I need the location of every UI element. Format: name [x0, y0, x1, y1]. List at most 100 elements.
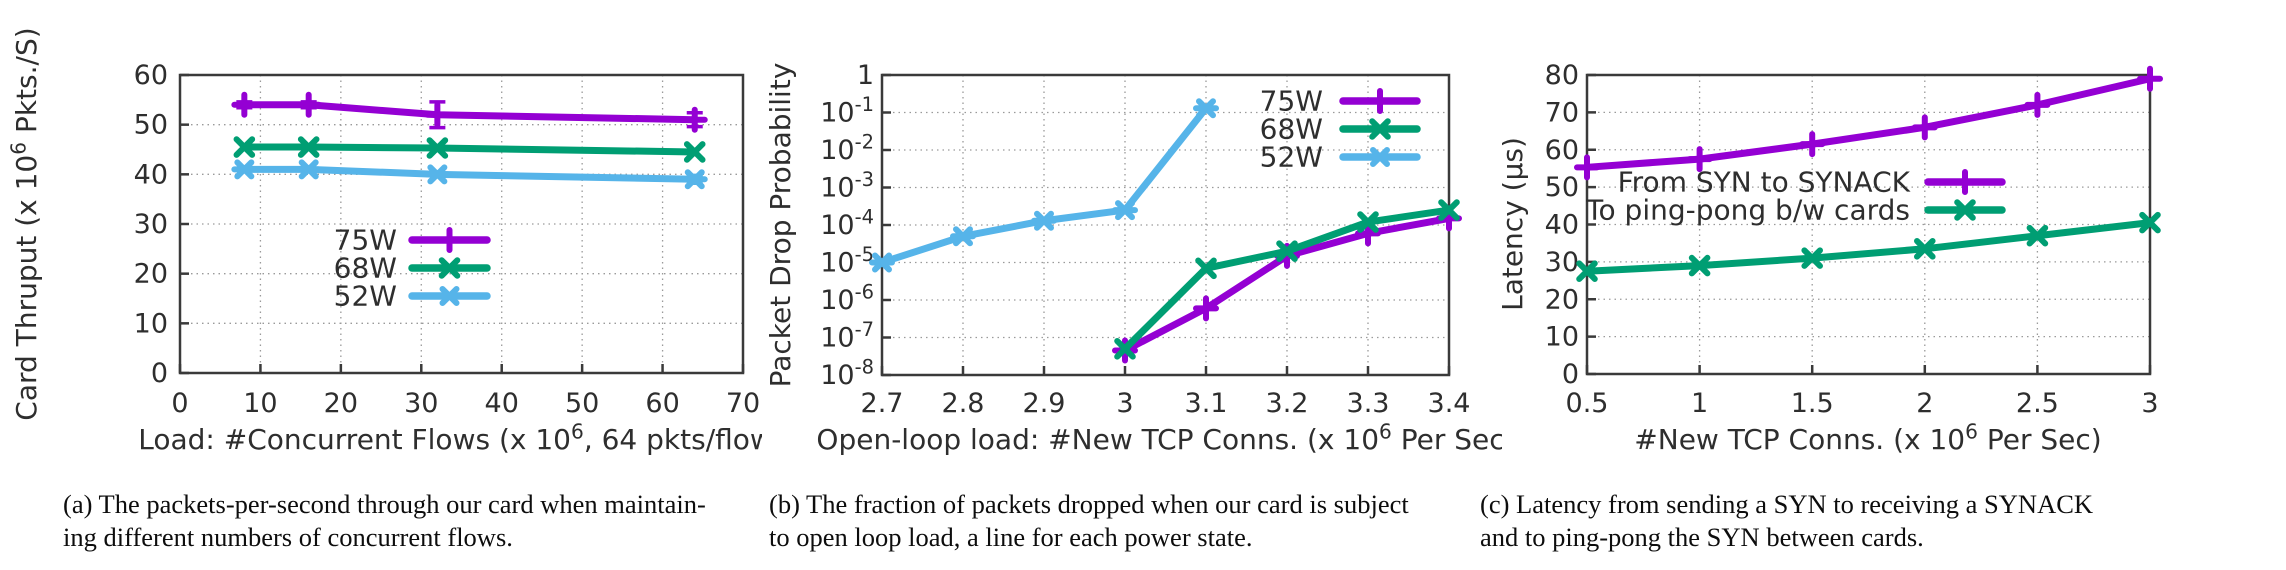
chart-b-canvas: 2.7 2.8 2.9 3 3.1 3.2 3.3 3.4110-110-210-310-41… [764, 60, 1502, 456]
marker-plus [231, 91, 258, 118]
x-tick-label: 3.2 [1266, 388, 1309, 419]
y-tick-label: 0 [1562, 359, 1579, 390]
x-axis-label: Open-loop load: #New TCP Conns. (x 106 P… [816, 419, 1502, 456]
marker-plus [1686, 146, 1713, 173]
marker-star [1193, 98, 1219, 119]
y-tick-label: 10-3 [820, 168, 874, 203]
y-tick-label: 80 [1545, 60, 1579, 91]
y-tick-label: 30 [1545, 247, 1579, 278]
marker-plus [424, 101, 451, 128]
x-tick-label: 2 [1916, 388, 1933, 419]
y-tick-label: 30 [134, 209, 168, 240]
marker-cross [1914, 237, 1936, 260]
legend-label: To ping-pong b/w cards [1585, 194, 1910, 227]
series-line-68W [240, 143, 699, 156]
y-tick-label: 10-8 [820, 356, 874, 391]
series-line-75W [240, 101, 699, 124]
marker-star [1367, 147, 1393, 167]
x-tick-label: 1.5 [1791, 388, 1834, 419]
x-tick-label: 0.5 [1566, 388, 1609, 419]
x-tick-label: 20 [324, 388, 358, 419]
marker-cross [1369, 118, 1391, 140]
marker-star [869, 252, 895, 273]
y-tick-label: 60 [134, 60, 168, 91]
series-line-52W [240, 165, 699, 183]
marker-plus [2137, 65, 2163, 92]
series-line-To-ping-pong-b-w-cards [1583, 219, 2154, 275]
axis-ticks [178, 73, 745, 375]
x-tick-label: 50 [565, 388, 599, 419]
x-tick-label: 60 [645, 388, 679, 419]
marker-plus [1574, 154, 1600, 181]
x-tick-label: 3.1 [1185, 388, 1228, 419]
legend-label: 68W [1260, 113, 1323, 146]
marker-plus [1799, 131, 1826, 158]
marker-star [1112, 200, 1138, 221]
y-tick-label: 40 [134, 159, 168, 190]
y-tick-label: 10 [1545, 322, 1579, 353]
marker-cross [2139, 211, 2161, 234]
x-axis-label: #New TCP Conns. (x 106 Per Sec) [1634, 419, 2101, 456]
marker-cross [1357, 211, 1379, 233]
marker-cross [1688, 254, 1711, 277]
x-tick-label: 2.8 [942, 388, 985, 419]
x-tick-label: 40 [485, 388, 519, 419]
marker-cross [1954, 199, 1976, 221]
x-tick-label: 70 [726, 388, 760, 419]
y-tick-label: 70 [1545, 97, 1579, 128]
marker-cross [297, 136, 320, 158]
marker-star [424, 164, 451, 185]
axis-ticks [1585, 73, 2152, 376]
legend-label: From SYN to SYNACK [1618, 166, 1911, 199]
marker-cross [1801, 247, 1823, 269]
y-tick-label: 10-2 [820, 131, 874, 166]
marker-plus [1193, 295, 1219, 322]
marker-cross [438, 257, 461, 279]
x-tick-label: 2.7 [861, 388, 904, 419]
marker-plus [1952, 169, 1978, 195]
x-tick-label: 3.3 [1347, 388, 1390, 419]
y-tick-label: 50 [134, 110, 168, 141]
x-tick-label: 10 [243, 388, 277, 419]
legend-label: 75W [334, 224, 397, 257]
x-tick-label: 3.4 [1428, 388, 1471, 419]
y-tick-label: 40 [1545, 210, 1579, 241]
y-tick-label: 20 [134, 259, 168, 290]
marker-plus [436, 227, 463, 253]
x-tick-label: 0 [171, 388, 188, 419]
caption-a: (a) The packets-per-second through our c… [63, 489, 706, 552]
marker-cross [426, 137, 449, 159]
caption-c: (c) Latency from sending a SYN to receiv… [1480, 489, 2094, 552]
marker-cross [1195, 257, 1217, 280]
marker-star [681, 169, 708, 190]
y-tick-label: 10 [134, 308, 168, 339]
marker-star [1031, 210, 1057, 231]
y-tick-label: 10-4 [820, 206, 874, 241]
legend-label: 52W [1260, 141, 1323, 174]
y-tick-label: 0 [151, 358, 168, 389]
marker-plus [2024, 91, 2051, 118]
marker-plus [1911, 114, 1938, 141]
x-tick-label: 2.5 [2016, 388, 2059, 419]
y-tick-label: 10-6 [820, 281, 874, 316]
marker-cross [1438, 199, 1460, 221]
marker-cross [2026, 224, 2049, 247]
axis-ticks [880, 73, 1451, 377]
y-tick-label: 10-7 [820, 318, 874, 353]
marker-plus [681, 106, 708, 133]
marker-star [295, 159, 322, 180]
y-tick-label: 60 [1545, 135, 1579, 166]
marker-plus [1367, 88, 1393, 114]
legend-label: 52W [334, 280, 397, 313]
y-tick-label: 10-1 [820, 93, 874, 128]
y-axis-label: Card Thruput (x 106 Pkts./S) [6, 27, 43, 420]
y-tick-label: 50 [1545, 172, 1579, 203]
y-tick-label: 10-5 [820, 243, 874, 278]
legend-label: 75W [1260, 85, 1323, 118]
marker-star [436, 286, 463, 306]
marker-star [231, 159, 258, 180]
